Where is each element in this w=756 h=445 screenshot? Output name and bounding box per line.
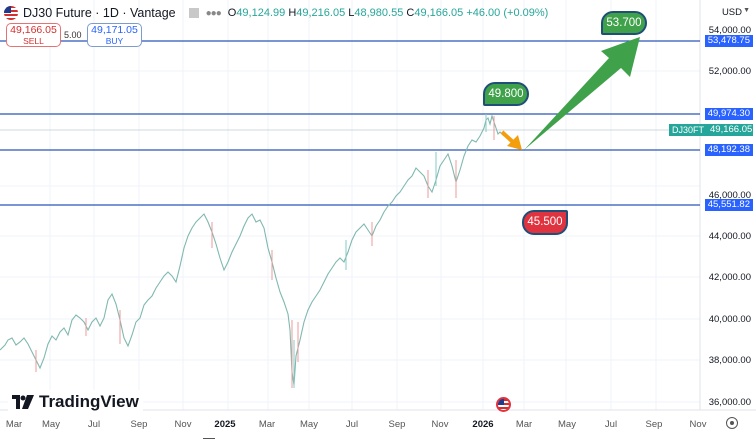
time-label: 2025 — [214, 419, 236, 430]
time-label: Sep — [388, 419, 406, 430]
level-label: 45,551.82 — [704, 199, 753, 211]
price-tick: 38,000.00 — [708, 355, 751, 366]
time-label: Sep — [645, 419, 663, 430]
symbol-title[interactable]: DJ30 Future · 1D · Vantage — [23, 6, 176, 20]
time-label: Jul — [87, 419, 101, 430]
logo-text: TradingView — [39, 392, 139, 411]
settings-icon[interactable] — [726, 417, 738, 429]
level-label: 48,192.38 — [704, 144, 753, 156]
sell-button[interactable]: 49,166.05 SELL — [6, 23, 61, 47]
horizontal-levels[interactable] — [0, 40, 700, 206]
price-series — [0, 114, 505, 386]
time-label: Nov — [174, 419, 192, 430]
down-candles — [35, 116, 495, 388]
price-tick: 52,000.00 — [708, 66, 751, 77]
calendar-icon[interactable] — [203, 438, 215, 445]
time-label: 2026 — [472, 419, 494, 430]
level-label: 49,974.30 — [704, 108, 753, 120]
current-price-label: 49,166.05 — [707, 124, 753, 136]
orange-arrow — [500, 130, 522, 150]
ohlc-values: O49,124.99 H49,216.05 L48,980.55 C49,166… — [227, 7, 549, 19]
spread-value: 5.00 — [64, 30, 82, 40]
price-tick: 46,000.00 — [708, 190, 751, 201]
target-high-bubble[interactable]: 53.700 — [601, 11, 647, 35]
current-symbol-label: DJ30FT — [668, 124, 707, 136]
time-label: Nov — [689, 419, 707, 430]
chevron-down-icon[interactable]: ▼ — [743, 7, 750, 14]
price-tick: 44,000.00 — [708, 231, 751, 242]
target-low-bubble[interactable]: 45.500 — [522, 210, 568, 235]
more-icon[interactable]: ●●● — [205, 7, 222, 19]
time-label: Jul — [604, 419, 618, 430]
buy-label: BUY — [105, 36, 124, 46]
price-tick: 42,000.00 — [708, 272, 751, 283]
time-label: Mar — [515, 419, 533, 430]
us-flag-icon — [4, 6, 18, 20]
time-label: May — [558, 419, 576, 430]
market-status-icon — [188, 8, 199, 18]
time-label: Mar — [5, 419, 23, 430]
tradingview-logo[interactable]: TradingView — [8, 390, 143, 414]
time-label: Jul — [345, 419, 359, 430]
time-label: Nov — [431, 419, 449, 430]
tradingview-icon — [12, 395, 34, 409]
symbol-header[interactable]: DJ30 Future · 1D · Vantage ●●● O49,124.9… — [4, 4, 548, 22]
price-tick: 40,000.00 — [708, 314, 751, 325]
time-label: May — [300, 419, 318, 430]
time-label: Sep — [130, 419, 148, 430]
mid-target-bubble[interactable]: 49.800 — [483, 82, 529, 106]
price-tick: 54,000.00 — [708, 25, 751, 36]
time-label: Mar — [258, 419, 276, 430]
price-tick: 36,000.00 — [708, 397, 751, 408]
up-candles — [293, 114, 487, 388]
buy-price: 49,171.05 — [91, 24, 138, 36]
time-label: May — [42, 419, 60, 430]
green-arrow — [524, 37, 640, 150]
buy-button[interactable]: 49,171.05 BUY — [87, 23, 142, 47]
level-label: 53,478.75 — [704, 35, 753, 47]
sell-label: SELL — [23, 36, 44, 46]
sell-price: 49,166.05 — [10, 24, 57, 36]
economic-event-icon[interactable] — [496, 397, 511, 412]
currency-selector[interactable]: USD — [721, 7, 742, 18]
